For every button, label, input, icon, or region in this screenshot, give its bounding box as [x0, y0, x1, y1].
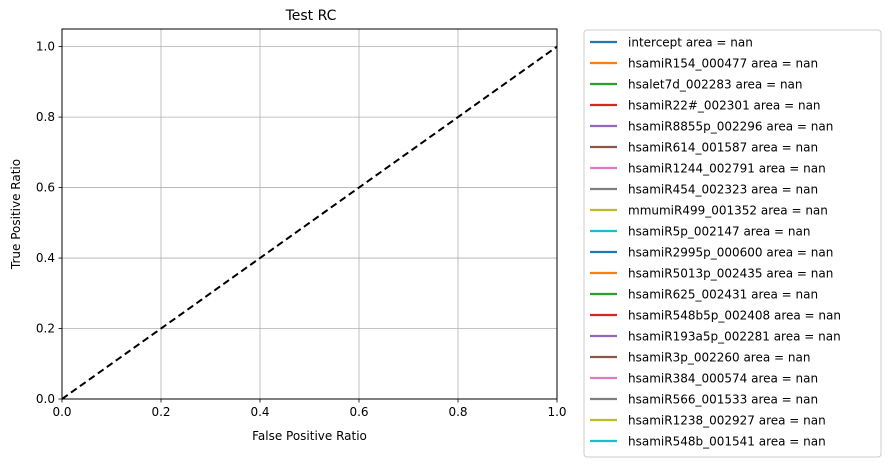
- reference-diagonal-line: [61, 45, 558, 400]
- y-tick-label: 0.0: [36, 392, 55, 406]
- legend-label: hsalet7d_002283 area = nan: [628, 78, 803, 92]
- legend-label: hsamiR548b_001541 area = nan: [628, 435, 826, 449]
- legend-frame: [583, 29, 882, 458]
- y-axis-label: True Positive Ratio: [9, 159, 23, 270]
- legend-label: hsamiR614_001587 area = nan: [628, 141, 818, 155]
- y-axis-ticks: 0.0 0.2 0.4 0.6 0.8 1.0: [36, 40, 62, 406]
- legend-label: hsamiR154_000477 area = nan: [628, 57, 818, 71]
- y-tick-label: 0.2: [36, 322, 55, 336]
- x-tick-label: 0.0: [52, 405, 71, 419]
- x-tick-label: 0.4: [250, 405, 269, 419]
- legend-label: hsamiR22#_002301 area = nan: [628, 99, 821, 113]
- legend-label: hsamiR384_000574 area = nan: [628, 372, 818, 386]
- legend-label: hsamiR1238_002927 area = nan: [628, 414, 826, 428]
- x-axis-label: False Positive Ratio: [252, 429, 367, 443]
- grid-lines: [61, 29, 558, 400]
- y-tick-label: 1.0: [36, 40, 55, 54]
- x-tick-label: 0.2: [151, 405, 170, 419]
- x-axis-ticks: 0.0 0.2 0.4 0.6 0.8 1.0: [52, 399, 567, 419]
- legend-label: hsamiR3p_002260 area = nan: [628, 351, 810, 365]
- x-tick-label: 1.0: [547, 405, 566, 419]
- legend-items: intercept area = nan hsamiR154_000477 are…: [590, 36, 841, 449]
- plot-frame: [61, 28, 558, 400]
- y-tick-label: 0.4: [36, 251, 55, 265]
- legend-label: hsamiR566_001533 area = nan: [628, 393, 818, 407]
- legend: intercept area = nan hsamiR154_000477 are…: [583, 29, 882, 458]
- chart-title: Test RC: [285, 8, 337, 24]
- legend-label: hsamiR5013p_002435 area = nan: [628, 267, 833, 281]
- y-tick-label: 0.6: [36, 181, 55, 195]
- x-tick-label: 0.8: [448, 405, 467, 419]
- x-tick-label: 0.6: [349, 405, 368, 419]
- legend-label: hsamiR454_002323 area = nan: [628, 183, 818, 197]
- legend-label: hsamiR1244_002791 area = nan: [628, 162, 826, 176]
- legend-label: hsamiR548b5p_002408 area = nan: [628, 309, 841, 323]
- legend-label: hsamiR2995p_000600 area = nan: [628, 246, 833, 260]
- legend-label: intercept area = nan: [628, 36, 753, 50]
- legend-label: hsamiR5p_002147 area = nan: [628, 225, 810, 239]
- legend-label: hsamiR193a5p_002281 area = nan: [628, 330, 841, 344]
- legend-label: hsamiR625_002431 area = nan: [628, 288, 818, 302]
- y-tick-label: 0.8: [36, 110, 55, 124]
- legend-label: hsamiR8855p_002296 area = nan: [628, 120, 833, 134]
- legend-label: mmumiR499_001352 area = nan: [628, 204, 828, 218]
